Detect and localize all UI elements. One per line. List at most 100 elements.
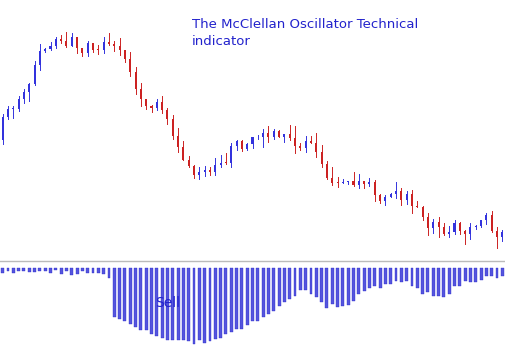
Bar <box>12 108 14 109</box>
Bar <box>416 206 418 207</box>
Bar <box>262 133 264 137</box>
Bar <box>273 131 275 137</box>
Bar <box>66 41 68 45</box>
Bar <box>485 215 487 220</box>
Bar <box>422 207 424 217</box>
Bar <box>416 268 419 288</box>
Bar <box>28 83 30 92</box>
Bar <box>501 268 504 277</box>
Bar <box>368 268 371 288</box>
Bar <box>453 268 456 286</box>
Bar <box>394 268 397 281</box>
Bar <box>272 268 275 311</box>
Bar <box>108 42 110 44</box>
Bar <box>103 42 105 50</box>
Bar <box>326 164 328 178</box>
Bar <box>192 268 195 344</box>
Bar <box>23 92 25 99</box>
Bar <box>389 268 392 284</box>
Bar <box>49 45 52 49</box>
Bar <box>22 268 25 271</box>
Bar <box>188 160 190 166</box>
Bar <box>182 268 185 340</box>
Bar <box>44 268 46 271</box>
Bar <box>384 268 387 284</box>
Bar <box>150 106 153 108</box>
Bar <box>220 163 222 165</box>
Bar <box>358 268 360 294</box>
Bar <box>129 268 132 324</box>
Bar <box>268 133 270 137</box>
Bar <box>341 268 344 306</box>
Bar <box>113 44 115 46</box>
Bar <box>347 181 349 182</box>
Bar <box>240 268 243 329</box>
Bar <box>118 268 121 319</box>
Bar <box>464 231 466 234</box>
Bar <box>342 182 344 183</box>
Bar <box>421 268 424 294</box>
Bar <box>400 191 402 200</box>
Bar <box>443 227 445 234</box>
Bar <box>336 268 339 307</box>
Bar <box>214 165 216 172</box>
Bar <box>33 65 35 83</box>
Bar <box>480 268 483 279</box>
Bar <box>305 141 307 148</box>
Bar <box>167 110 169 119</box>
Bar <box>177 268 180 340</box>
Bar <box>320 268 323 302</box>
Bar <box>289 134 291 138</box>
Bar <box>374 182 376 195</box>
Bar <box>86 268 89 273</box>
Bar <box>294 138 296 146</box>
Bar <box>145 99 147 106</box>
Bar <box>411 268 414 286</box>
Bar <box>437 222 439 227</box>
Bar <box>331 178 333 183</box>
Bar <box>33 268 36 272</box>
Bar <box>70 268 73 275</box>
Bar <box>7 268 10 271</box>
Bar <box>214 268 217 339</box>
Bar <box>97 49 99 50</box>
Bar <box>140 89 142 99</box>
Bar <box>325 268 328 308</box>
Bar <box>161 102 163 110</box>
Text: Sell: Sell <box>155 296 180 310</box>
Bar <box>480 220 482 226</box>
Bar <box>432 222 434 228</box>
Bar <box>336 182 338 183</box>
Bar <box>437 268 440 296</box>
Bar <box>490 268 493 276</box>
Bar <box>28 268 31 272</box>
Bar <box>38 268 41 272</box>
Bar <box>65 268 68 271</box>
Bar <box>92 43 94 49</box>
Bar <box>87 43 89 53</box>
Bar <box>411 194 413 206</box>
Bar <box>459 223 461 231</box>
Bar <box>278 131 280 137</box>
Bar <box>198 172 200 175</box>
Bar <box>1 268 4 273</box>
Bar <box>166 268 169 340</box>
Bar <box>496 231 498 237</box>
Bar <box>251 268 254 321</box>
Bar <box>293 268 296 296</box>
Bar <box>55 268 57 270</box>
Text: The McClellan Oscillator Technical
indicator: The McClellan Oscillator Technical indic… <box>192 18 418 48</box>
Bar <box>219 268 222 338</box>
Bar <box>469 268 472 282</box>
Bar <box>363 268 366 290</box>
Bar <box>373 268 376 286</box>
Bar <box>501 232 503 237</box>
Bar <box>91 268 94 273</box>
Bar <box>470 227 472 234</box>
Bar <box>161 268 164 338</box>
Bar <box>81 268 84 272</box>
Bar <box>464 268 467 282</box>
Bar <box>358 181 360 185</box>
Bar <box>156 268 158 335</box>
Bar <box>379 195 381 201</box>
